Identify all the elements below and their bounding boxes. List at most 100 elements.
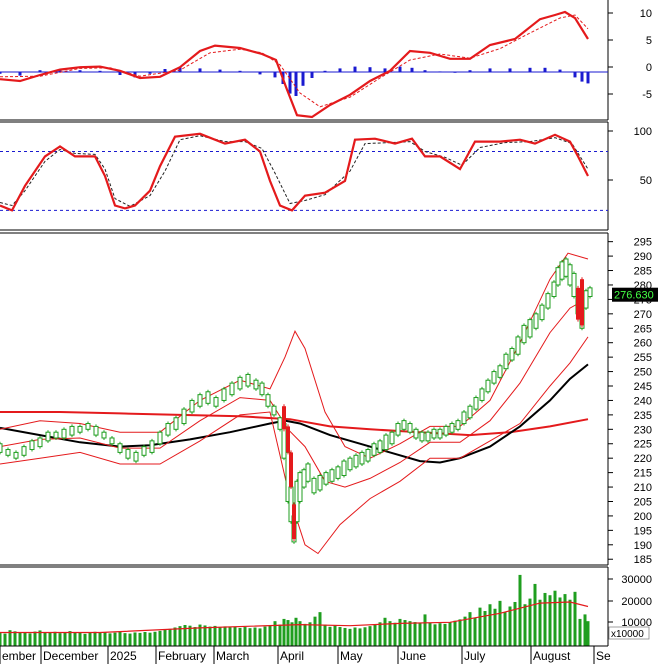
volume-panel: 30000 20000 10000 x10000 <box>0 574 652 646</box>
macd-tick-label: 5 <box>646 35 652 47</box>
volume-bar <box>303 623 307 646</box>
macd-histogram-bar <box>468 70 472 72</box>
candle-up <box>305 463 311 482</box>
macd-tick-label: 10 <box>640 8 652 20</box>
price-tick-label: 290 <box>634 251 652 263</box>
candle-up <box>29 440 35 451</box>
price-tick-label: 295 <box>634 237 652 249</box>
candle-up <box>277 417 283 430</box>
candle-up <box>329 469 335 482</box>
candle-up <box>559 261 565 280</box>
stochastic-lines <box>0 132 589 212</box>
candle-up <box>377 440 383 453</box>
volume-bar <box>448 622 452 646</box>
time-axis-label: 2025 <box>110 649 137 663</box>
candle-up <box>571 272 577 298</box>
candle-up <box>395 423 401 436</box>
candle-up <box>109 437 115 445</box>
candle-down <box>289 452 293 488</box>
volume-bar <box>63 632 67 646</box>
volume-bar <box>373 625 377 646</box>
candle-up <box>479 388 485 401</box>
volume-bar <box>118 631 122 646</box>
volume-bar <box>348 628 352 646</box>
candle-up <box>125 449 131 459</box>
candle-up <box>157 431 163 445</box>
volume-bar <box>318 612 322 646</box>
candle-up <box>85 423 91 430</box>
volume-bar <box>83 633 87 646</box>
candle-up <box>253 379 259 390</box>
macd-histogram-bar <box>238 70 242 72</box>
candle-up <box>443 425 449 436</box>
macd-histogram-bar <box>18 72 22 76</box>
volume-bar <box>558 597 562 646</box>
macd-histogram-bar <box>410 67 414 72</box>
candle-up <box>173 417 179 430</box>
volume-bar <box>282 618 286 646</box>
last-price-badge-bg <box>612 287 658 302</box>
volume-bar <box>393 622 397 646</box>
candle-up <box>365 449 371 462</box>
price-tick-label: 250 <box>634 367 652 379</box>
candle-up <box>563 258 569 277</box>
price-tick-label: 205 <box>634 496 652 508</box>
volume-bar <box>93 631 97 646</box>
candle-up <box>13 451 19 459</box>
volume-tick-label: 20000 <box>621 596 652 608</box>
candle-up <box>539 304 545 321</box>
price-tick-label: 185 <box>634 554 652 566</box>
candle-up <box>335 466 341 479</box>
volume-bar <box>443 623 447 646</box>
volume-bar <box>294 617 298 646</box>
candle-up <box>509 347 515 361</box>
volume-bar <box>223 626 227 646</box>
volume-bar <box>73 632 77 646</box>
candle-up <box>141 446 147 456</box>
time-axis: ember December 2025 February March April May Ju… <box>0 645 611 664</box>
volume-bar <box>388 621 392 646</box>
candle-up <box>555 267 561 286</box>
volume-bar <box>338 627 342 646</box>
macd-histogram-bar <box>323 70 327 72</box>
volume-bar <box>286 620 290 646</box>
volume-bar <box>18 632 22 646</box>
macd-histogram-bar <box>288 72 292 94</box>
time-axis-label: ember <box>2 649 36 663</box>
volume-bar <box>378 622 382 646</box>
macd-histogram-bar <box>558 69 562 72</box>
price-overlay-line <box>0 363 589 464</box>
macd-histogram-bar <box>423 70 427 72</box>
macd-histogram-bar <box>294 72 298 96</box>
candle-up <box>271 405 277 416</box>
candle-down <box>292 504 296 540</box>
candle-up <box>301 469 307 488</box>
candle-down <box>286 426 290 453</box>
candle-up <box>583 290 589 309</box>
volume-bars <box>0 574 590 646</box>
candle-up <box>389 431 395 445</box>
volume-bar <box>563 594 567 646</box>
volume-bar <box>213 625 217 646</box>
volume-bar <box>33 631 37 646</box>
macd-histogram-bar <box>258 72 262 75</box>
candle-up <box>467 405 473 419</box>
stochastic-k-line <box>0 132 589 212</box>
volume-bar <box>313 616 317 646</box>
volume-bar <box>343 627 347 646</box>
volume-bar <box>533 583 537 646</box>
volume-bar <box>143 632 147 646</box>
volume-bar <box>433 624 437 646</box>
volume-bar <box>3 633 7 646</box>
candle-up <box>77 425 83 433</box>
volume-bar <box>503 612 507 646</box>
candle-up <box>245 373 251 387</box>
volume-bar <box>578 618 582 646</box>
candle-up <box>431 428 437 439</box>
volume-bar <box>523 604 527 646</box>
volume-bar <box>403 620 407 646</box>
time-axis-label: June <box>400 649 426 663</box>
volume-bar <box>298 621 302 646</box>
volume-bar <box>413 622 417 646</box>
